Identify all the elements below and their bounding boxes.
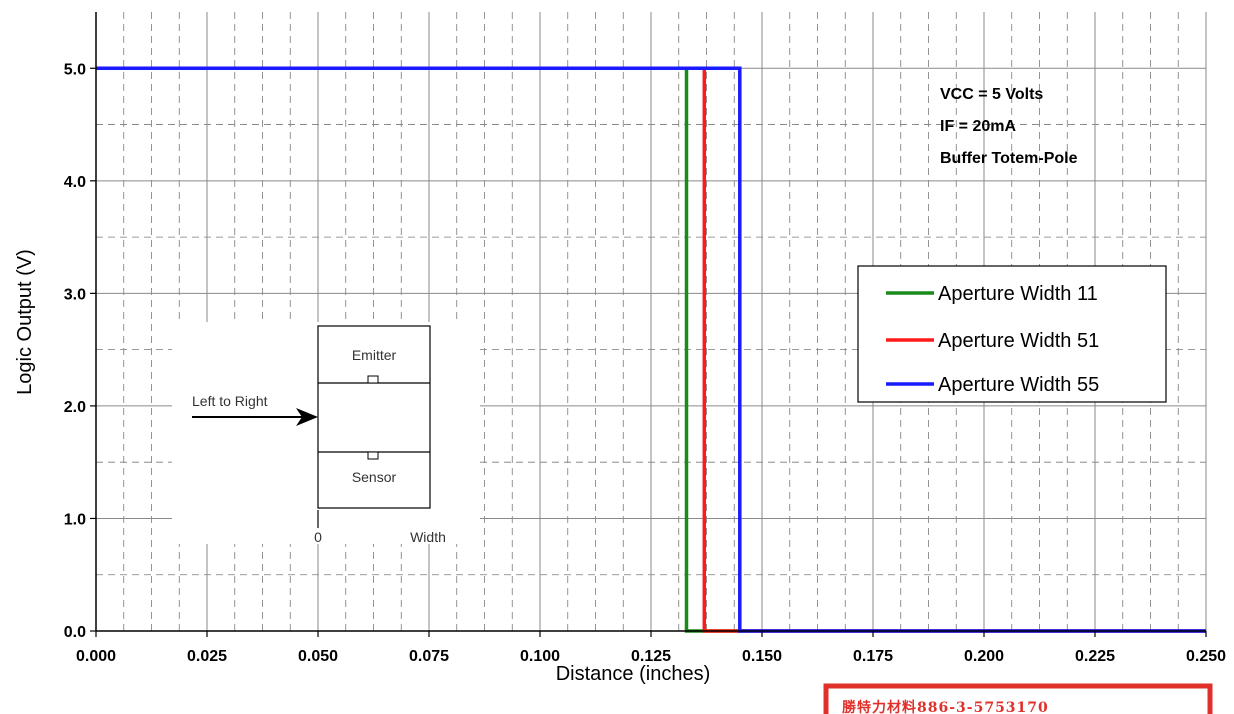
tick-marks: [90, 67, 1207, 637]
annotation-block: VCC = 5 Volts IF = 20mA Buffer Totem-Pol…: [940, 86, 1078, 167]
stamp-border: [823, 683, 1213, 714]
x-tick-label: 0.075: [409, 648, 449, 665]
x-axis-title: Distance (inches): [556, 663, 711, 685]
y-tick-label: 1.0: [64, 511, 86, 528]
y-tick-label: 5.0: [64, 61, 86, 78]
inset-sensor-label: Sensor: [352, 469, 397, 485]
x-tick-label: 0.000: [76, 648, 116, 665]
legend-label-aperture-51: Aperture Width 51: [938, 330, 1099, 352]
inset-diagram: Emitter Sensor Left to Right 0 Width: [172, 322, 480, 545]
x-tick-label: 0.250: [1186, 648, 1226, 665]
y-tick-label: 3.0: [64, 286, 86, 303]
inset-emitter-label: Emitter: [352, 347, 397, 363]
emitter-window: [367, 375, 379, 384]
legend-label-aperture-11: Aperture Width 11: [938, 283, 1098, 305]
x-tick-label: 0.150: [742, 648, 782, 665]
inset-direction-label: Left to Right: [192, 393, 268, 409]
sensor-window: [367, 451, 379, 460]
legend-box: [857, 265, 1167, 403]
y-tick-label: 2.0: [64, 399, 86, 416]
inset-width-label: Width: [410, 529, 446, 545]
stamp-text: 勝特力材料886-3-5753170: [842, 699, 1049, 714]
y-tick-label: 4.0: [64, 174, 86, 191]
legend: Aperture Width 11 Aperture Width 51 Aper…: [857, 265, 1167, 403]
y-tick-label: 0.0: [64, 624, 86, 641]
inset-zero-label: 0: [314, 529, 322, 545]
distributor-stamp: 勝特力材料886-3-5753170: [823, 683, 1213, 714]
x-tick-label: 0.225: [1075, 648, 1115, 665]
x-tick-label: 0.025: [187, 648, 227, 665]
x-tick-label: 0.175: [853, 648, 893, 665]
x-tick-label: 0.100: [520, 648, 560, 665]
annotation-buffer: Buffer Totem-Pole: [940, 150, 1078, 167]
x-tick-label: 0.125: [631, 648, 671, 665]
inset-background: [172, 322, 480, 544]
x-tick-label: 0.200: [964, 648, 1004, 665]
legend-label-aperture-55: Aperture Width 55: [938, 374, 1099, 396]
y-axis-title: Logic Output (V): [14, 249, 36, 395]
annotation-vcc: VCC = 5 Volts: [940, 86, 1043, 103]
direction-arrow-head: [296, 408, 318, 426]
x-tick-label: 0.050: [298, 648, 338, 665]
tick-labels: 0.000 0.025 0.050 0.075 0.100 0.125 0.150 0.175…: [64, 61, 1226, 665]
annotation-if: IF = 20mA: [940, 118, 1016, 135]
